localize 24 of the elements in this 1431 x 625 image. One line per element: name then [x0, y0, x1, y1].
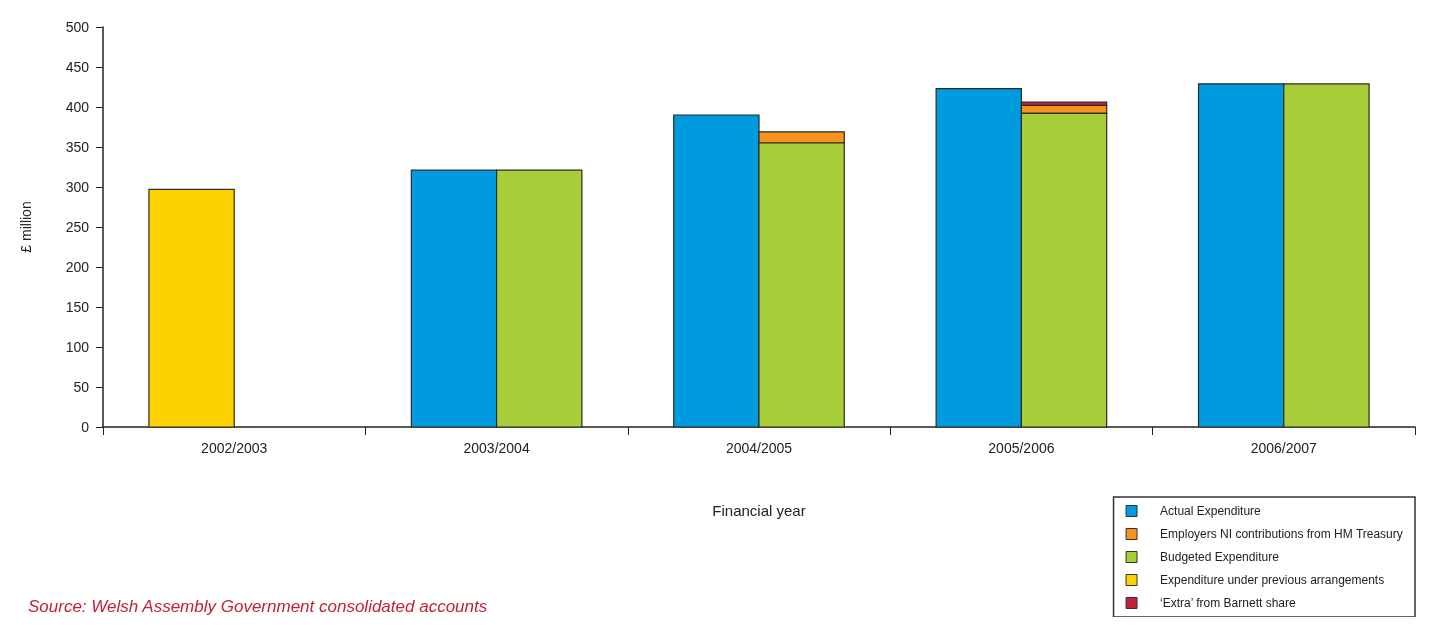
- y-axis-title: £ million: [18, 201, 34, 253]
- x-tick-label: 2004/2005: [725, 440, 793, 456]
- y-tick-label: 350: [65, 139, 90, 155]
- y-tick-label: 0: [81, 419, 90, 435]
- x-tick-label: 2003/2004: [463, 440, 530, 456]
- y-tick-label: 100: [65, 339, 90, 355]
- y-tick-label: 500: [65, 19, 90, 35]
- legend-label: ‘Extra’ from Barnett share: [1160, 596, 1296, 610]
- x-tick-label: 2006/2007: [1250, 440, 1318, 456]
- source-note: Source: Welsh Assembly Government consolidated accounts: [28, 597, 488, 616]
- y-tick-label: 250: [65, 219, 90, 235]
- legend-label: Employers NI contributions from HM Treasury: [1160, 527, 1403, 541]
- x-tick-label: 2005/2006: [988, 440, 1055, 456]
- x-tick-label: 2002/2003: [201, 440, 268, 456]
- x-axis-title: Financial year: [712, 502, 806, 519]
- y-tick-label: 400: [65, 99, 90, 115]
- y-tick-label: 200: [65, 259, 90, 275]
- legend-label: Budgeted Expenditure: [1160, 550, 1280, 564]
- y-tick-label: 150: [65, 299, 90, 315]
- y-tick-label: 450: [65, 59, 90, 75]
- y-tick-label: 300: [65, 179, 90, 195]
- legend-label: Actual Expenditure: [1160, 504, 1262, 518]
- legend-label: Expenditure under previous arrangements: [1160, 573, 1385, 587]
- y-tick-label: 50: [73, 379, 90, 395]
